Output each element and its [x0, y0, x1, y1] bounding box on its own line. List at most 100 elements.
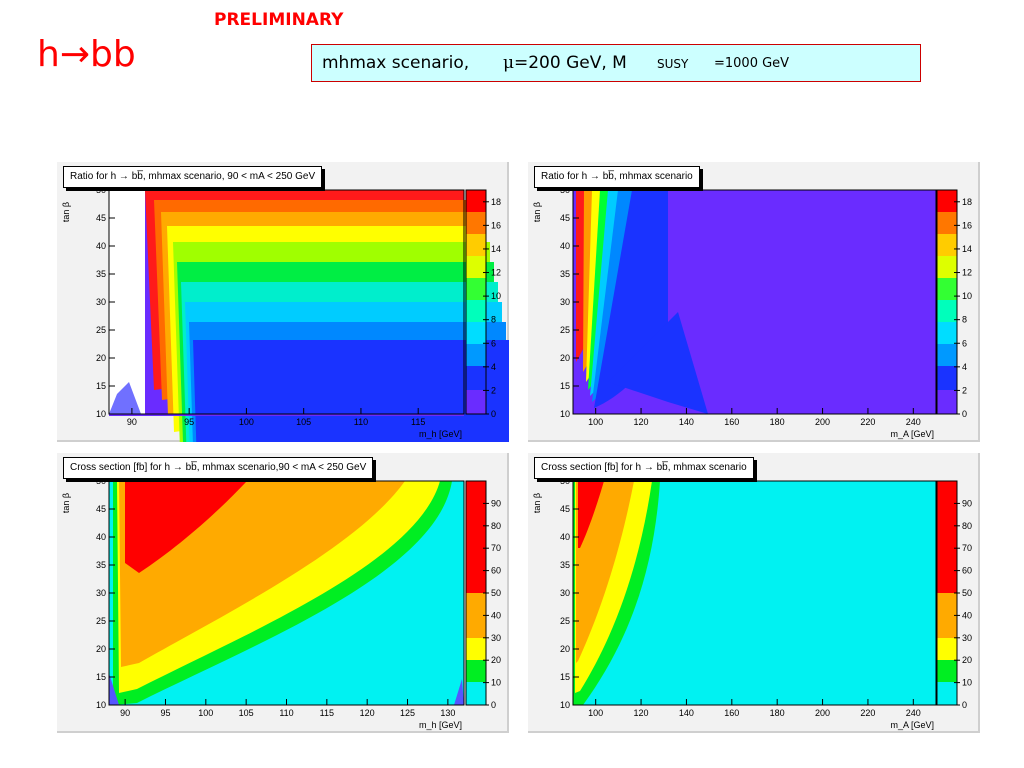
- colorbar-tick-label: 2: [962, 385, 967, 395]
- panel-title: Cross section [fb] for h → bb̅, mhmax sc…: [63, 457, 374, 479]
- x-tick-label: 160: [724, 708, 739, 718]
- y-tick-label: 35: [560, 560, 570, 570]
- x-tick-label: 115: [320, 708, 334, 718]
- x-tick-label: 95: [160, 708, 170, 718]
- colorbar: [465, 480, 487, 706]
- x-tick-label: 120: [634, 417, 649, 427]
- y-tick-label: 45: [560, 504, 570, 514]
- colorbar-tick-label: 80: [962, 521, 972, 531]
- y-tick-label: 20: [560, 644, 570, 654]
- y-tick-label: 35: [560, 269, 570, 279]
- x-tick-label: 160: [724, 417, 739, 427]
- colorbar: [936, 480, 958, 706]
- preliminary-label: PRELIMINARY: [214, 10, 344, 30]
- x-tick-label: 110: [354, 417, 368, 427]
- x-tick-label: 120: [634, 708, 649, 718]
- colorbar-tick-label: 10: [962, 291, 972, 301]
- x-tick-label: 200: [815, 708, 830, 718]
- y-tick-label: 30: [560, 297, 570, 307]
- y-tick-label: 45: [560, 213, 570, 223]
- colorbar-tick-label: 0: [491, 409, 496, 419]
- colorbar-tick-label: 4: [962, 362, 967, 372]
- y-tick-label: 30: [560, 588, 570, 598]
- colorbar-tick-label: 6: [491, 338, 496, 348]
- x-tick-label: 90: [127, 417, 137, 427]
- colorbar-tick-label: 8: [962, 315, 967, 325]
- colorbar-tick-label: 10: [491, 678, 501, 688]
- x-tick-label: 140: [679, 417, 694, 427]
- y-tick-label: 20: [560, 353, 570, 363]
- y-tick-label: 45: [96, 213, 106, 223]
- colorbar-tick-label: 14: [962, 244, 972, 254]
- colorbar-tick-label: 80: [491, 521, 501, 531]
- chart-xsec-mh: 90 95 100 105 110 115 120 125 130101520253035404…: [61, 476, 501, 730]
- colorbar-tick-label: 18: [962, 197, 972, 207]
- chart-xsec-ma: 100 120 140 160 180 200 220 2401015202530354045…: [532, 476, 972, 730]
- colorbar-tick-label: 16: [962, 220, 972, 230]
- panel-xsec-mh: 90 95 100 105 110 115 120 125 130 10 15 20 25 30 35 40 4…: [57, 453, 509, 733]
- colorbar-tick-label: 70: [962, 543, 972, 553]
- colorbar-tick-label: 14: [491, 244, 501, 254]
- y-tick-label: 15: [560, 672, 570, 682]
- x-tick-label: 240: [906, 417, 921, 427]
- x-tick-label: 100: [239, 417, 254, 427]
- y-tick-label: 10: [560, 409, 570, 419]
- scenario-sub: SUSY: [657, 57, 689, 71]
- colorbar-tick-label: 6: [962, 338, 967, 348]
- colorbar-tick-label: 0: [962, 409, 967, 419]
- colorbar-tick-label: 40: [962, 610, 972, 620]
- y-tick-label: 20: [96, 644, 106, 654]
- colorbar-tick-label: 4: [491, 362, 496, 372]
- y-tick-label: 25: [560, 616, 570, 626]
- colorbar-tick-label: 12: [491, 268, 501, 278]
- y-tick-label: 40: [560, 532, 570, 542]
- chart-ratio-ma: 100 120 140 160 180 200 220 2401015202530354045…: [532, 185, 972, 439]
- y-tick-label: 25: [560, 325, 570, 335]
- colorbar-tick-label: 40: [491, 610, 501, 620]
- panel-title: Cross section [fb] for h → bb̅, mhmax sc…: [534, 457, 754, 479]
- x-tick-label: 100: [588, 708, 603, 718]
- x-tick-label: 115: [411, 417, 425, 427]
- y-axis-label: tan β: [61, 202, 71, 222]
- slide-title: h→bb: [37, 34, 136, 75]
- scenario-part2: =200 GeV, M: [514, 53, 627, 73]
- y-tick-label: 10: [96, 409, 106, 419]
- colorbar-tick-label: 16: [491, 220, 501, 230]
- colorbar-tick-label: 8: [491, 315, 496, 325]
- x-tick-label: 220: [860, 708, 875, 718]
- x-axis-label: m_A [GeV]: [890, 720, 934, 730]
- x-tick-label: 180: [770, 417, 785, 427]
- y-tick-label: 25: [96, 325, 106, 335]
- x-tick-label: 105: [239, 708, 254, 718]
- x-tick-label: 140: [679, 708, 694, 718]
- y-tick-label: 50: [560, 185, 570, 195]
- x-axis-label: m_h [GeV]: [419, 720, 462, 730]
- colorbar-tick-label: 18: [491, 197, 501, 207]
- colorbar-tick-label: 30: [962, 633, 972, 643]
- panel-ratio-ma: 100 120 140 160 180 200 220 240 10 15 20 25 30 35 40 45…: [528, 162, 980, 442]
- y-tick-label: 20: [96, 353, 106, 363]
- y-axis-label: tan β: [61, 493, 71, 513]
- x-tick-label: 110: [279, 708, 293, 718]
- colorbar-tick-label: 70: [491, 543, 501, 553]
- x-tick-label: 100: [588, 417, 603, 427]
- y-tick-label: 40: [560, 241, 570, 251]
- y-tick-label: 40: [96, 532, 106, 542]
- colorbar-tick-label: 20: [962, 655, 972, 665]
- colorbar-tick-label: 10: [491, 291, 501, 301]
- colorbar-tick-label: 0: [962, 700, 967, 710]
- panel-ratio-mh: 90 95 100 105 110 115 10 15 20 25 30 35 40 45 50 0 2 4 6 8 1…: [57, 162, 509, 442]
- x-tick-label: 100: [198, 708, 213, 718]
- y-tick-label: 35: [96, 560, 106, 570]
- x-tick-label: 105: [296, 417, 311, 427]
- colorbar-tick-label: 12: [962, 268, 972, 278]
- x-tick-label: 200: [815, 417, 830, 427]
- panel-title: Ratio for h → bb̅, mhmax scenario, 90 < …: [63, 166, 323, 188]
- colorbar-tick-label: 90: [491, 498, 501, 508]
- y-axis-label: tan β: [532, 493, 542, 513]
- y-tick-label: 50: [560, 476, 570, 486]
- y-tick-label: 15: [96, 381, 106, 391]
- panel-xsec-ma: 100 120 140 160 180 200 220 240 10 15 20 25 30 35 40 45…: [528, 453, 980, 733]
- colorbar-tick-label: 50: [491, 588, 501, 598]
- y-tick-label: 15: [560, 381, 570, 391]
